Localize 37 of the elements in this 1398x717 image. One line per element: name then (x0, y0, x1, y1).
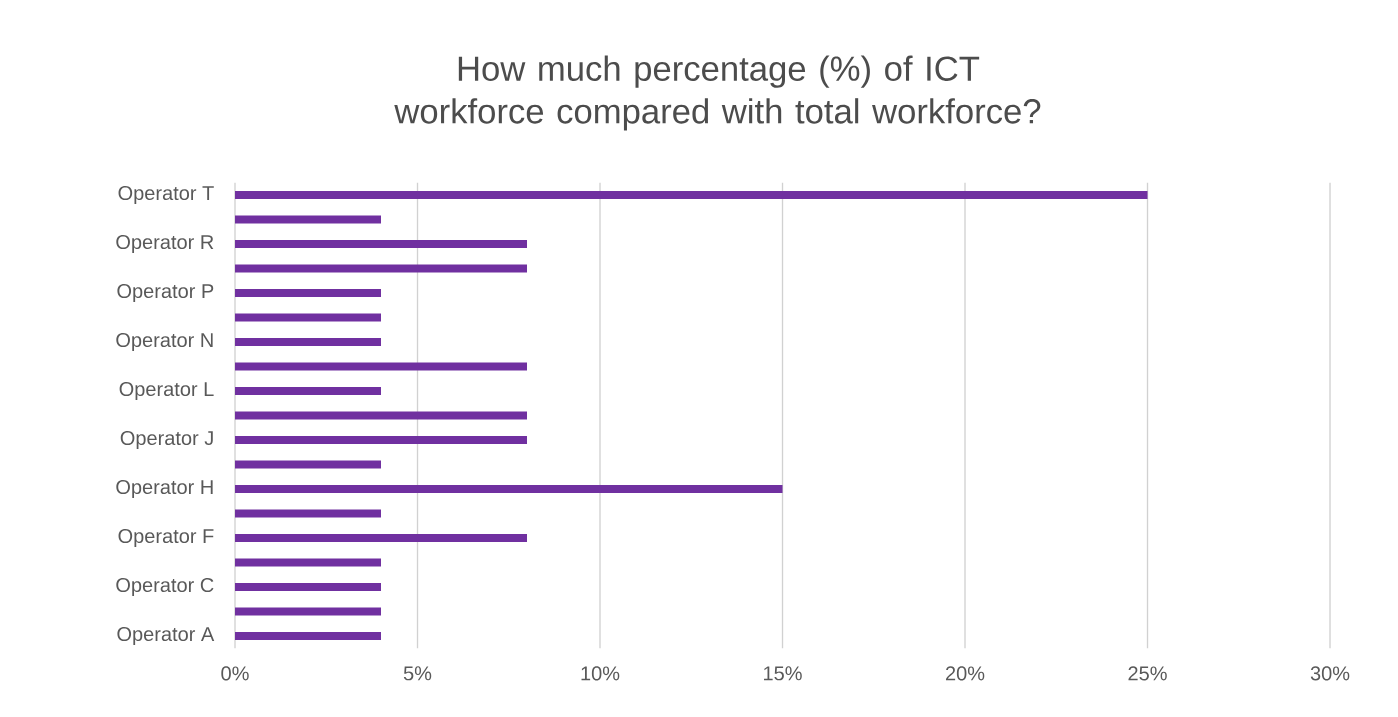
bar (235, 264, 528, 273)
y-tick-label: Operator C (116, 577, 214, 597)
x-tick-label: 30% (1310, 666, 1350, 681)
x-tick-label: 20% (946, 666, 985, 681)
y-tick-label: Operator N (116, 332, 213, 352)
bar (235, 558, 381, 567)
x-tick-label: 15% (764, 666, 802, 681)
y-tick-label: Operator L (119, 381, 214, 401)
bar (235, 607, 381, 616)
y-tick-label: Operator F (118, 528, 214, 548)
x-tick-label: 10% (581, 666, 620, 681)
bar (235, 215, 381, 224)
bar (235, 484, 783, 494)
bar (235, 582, 381, 592)
chart-title: How much percentage (%) of ICT workforce compared with total workforce? (394, 55, 1041, 131)
y-tick-label: Operator J (120, 430, 213, 450)
y-tick-label: Operator H (116, 479, 213, 499)
bar (235, 190, 1148, 200)
x-tick-label: 5% (403, 666, 432, 681)
bar (235, 362, 528, 371)
bar (235, 631, 381, 641)
x-tick-label: 25% (1128, 666, 1167, 681)
bar (235, 435, 528, 445)
bar (235, 460, 381, 469)
bar (235, 337, 381, 347)
bar (235, 533, 528, 543)
bar (235, 386, 381, 396)
bar (235, 411, 528, 420)
y-tick-label: Operator A (117, 626, 215, 646)
x-tick-label: 0% (221, 666, 249, 681)
bar (235, 288, 381, 298)
y-tick-label: Operator P (117, 283, 214, 303)
y-tick-label: Operator R (116, 234, 214, 254)
bar (235, 509, 381, 518)
bar (235, 313, 381, 322)
y-tick-label: Operator T (118, 185, 214, 205)
bar (235, 239, 528, 249)
